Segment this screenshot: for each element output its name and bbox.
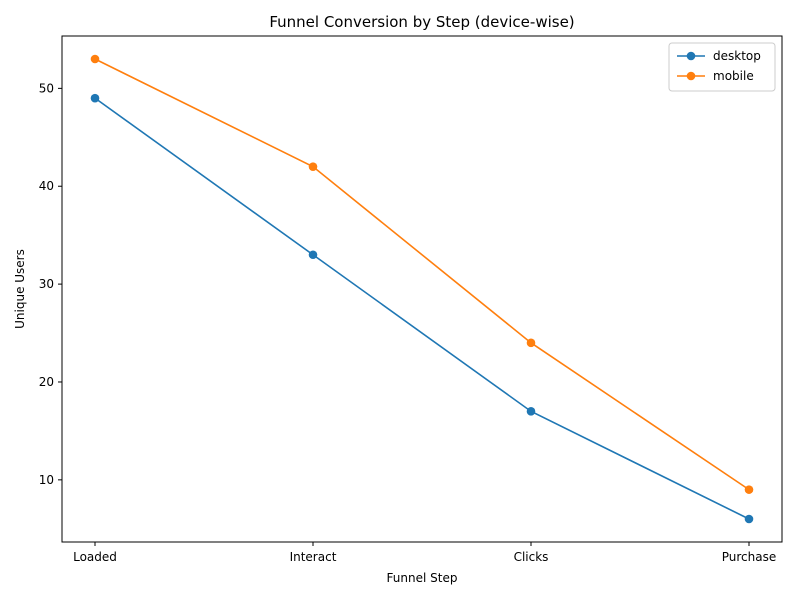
- data-point-desktop: [308, 250, 318, 260]
- x-tick-label: Purchase: [722, 550, 777, 564]
- legend-frame: [668, 42, 776, 92]
- data-point-desktop: [526, 407, 536, 416]
- data-point-mobile: [526, 338, 536, 348]
- data-point-mobile: [90, 54, 100, 64]
- data-point-mobile: [744, 485, 754, 494]
- y-axis-ticks: 10 20 30 40 50: [39, 81, 62, 487]
- plot-area-frame: [61, 35, 783, 543]
- x-tick-label: Interact: [290, 550, 337, 564]
- legend: desktop mobile: [668, 42, 776, 92]
- data-point-mobile: [308, 162, 318, 171]
- x-tick-label: Clicks: [514, 550, 549, 564]
- y-tick-label: 50: [39, 81, 54, 95]
- y-tick-label: 30: [39, 277, 54, 291]
- chart-title: Funnel Conversion by Step (device-wise): [269, 13, 574, 31]
- legend-marker-desktop: [686, 51, 696, 61]
- x-axis-ticks: Loaded Interact Clicks Purchase: [73, 542, 776, 564]
- y-tick-label: 40: [39, 179, 54, 193]
- series-layer: [90, 54, 754, 524]
- legend-label-desktop: desktop: [713, 49, 761, 63]
- y-tick-label: 10: [39, 473, 54, 487]
- x-axis-label: Funnel Step: [387, 571, 458, 585]
- legend-marker-mobile: [686, 71, 696, 81]
- data-point-desktop: [90, 93, 100, 103]
- legend-label-mobile: mobile: [713, 69, 754, 83]
- y-axis-label: Unique Users: [13, 249, 27, 329]
- data-point-desktop: [744, 514, 754, 524]
- series-mobile: [90, 54, 754, 494]
- series-line-mobile: [94, 58, 750, 491]
- series-line-desktop: [94, 97, 750, 520]
- series-desktop: [90, 93, 754, 524]
- x-tick-label: Loaded: [73, 550, 117, 564]
- y-tick-label: 20: [39, 375, 54, 389]
